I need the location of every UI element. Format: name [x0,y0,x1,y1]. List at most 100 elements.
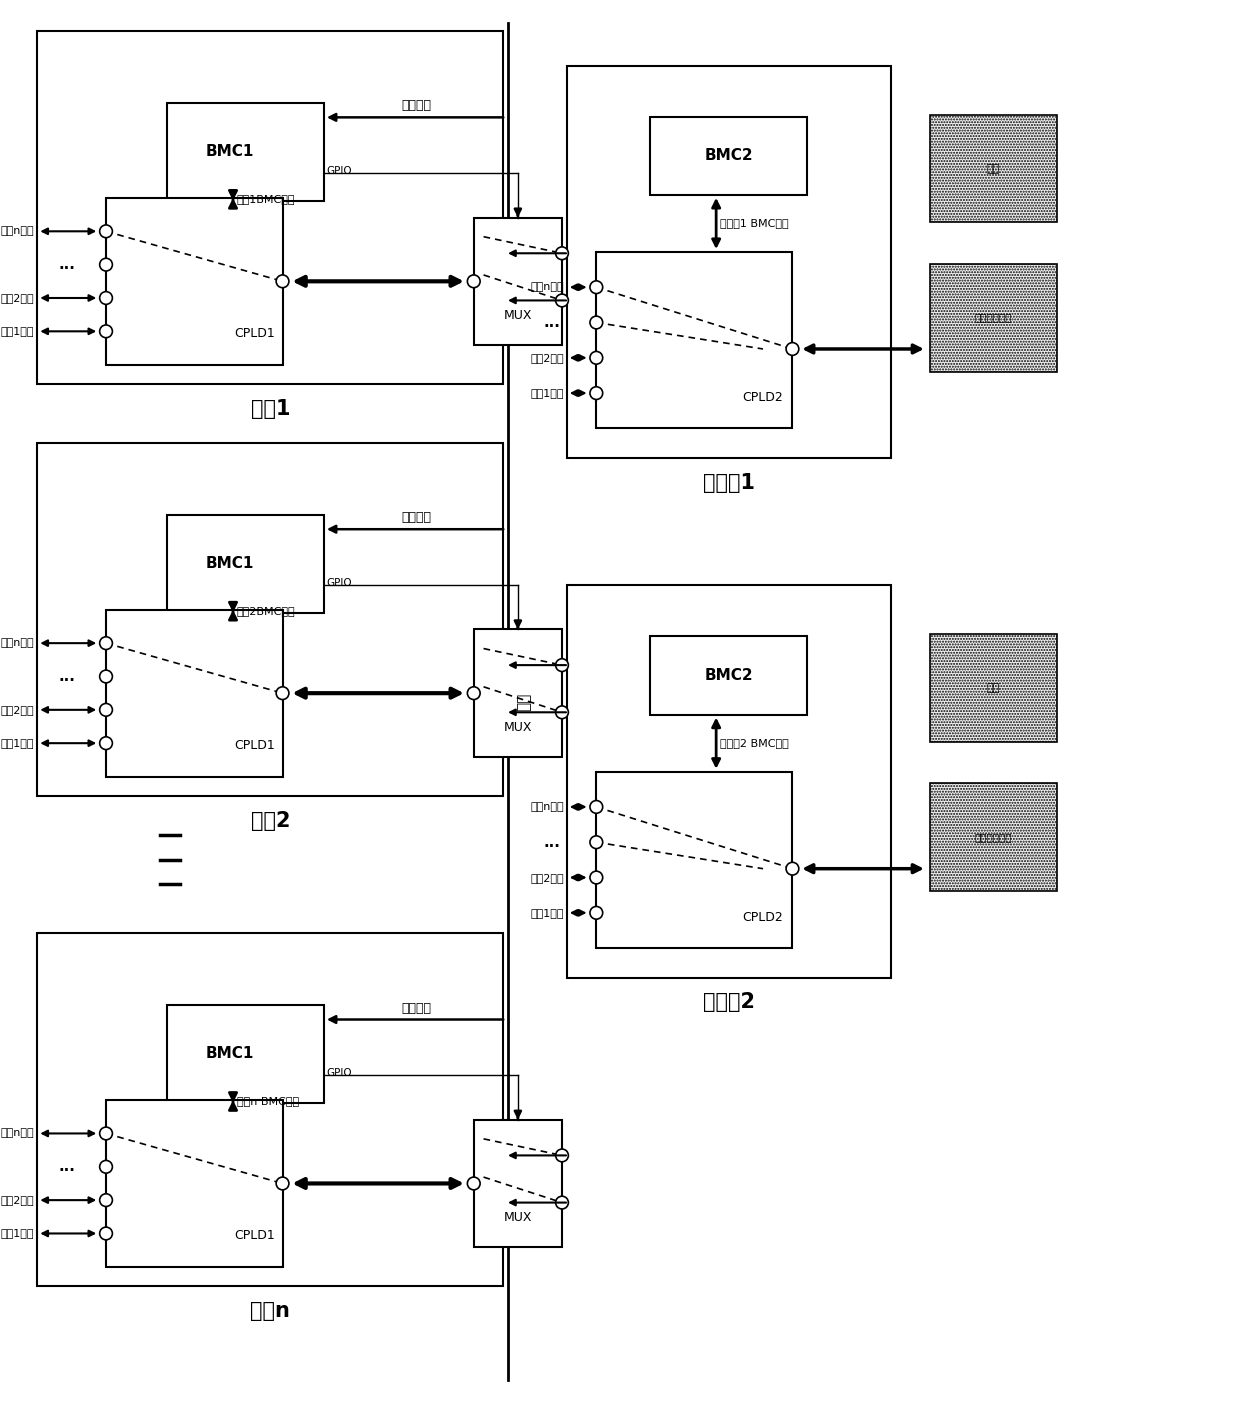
Text: 节点2串口: 节点2串口 [531,352,564,363]
Bar [930,634,1058,742]
Text: BMC1: BMC1 [206,556,254,571]
Bar [596,253,792,428]
Bar [474,217,562,345]
Bar [37,443,503,796]
Bar [37,31,503,384]
Bar [107,198,283,365]
Circle shape [99,292,113,304]
Bar [596,772,792,948]
Text: CPLD1: CPLD1 [234,327,275,340]
Text: 网口: 网口 [987,164,1001,174]
Text: ...: ... [544,835,560,850]
Text: 节点n BMC串口: 节点n BMC串口 [237,1097,299,1107]
Circle shape [556,247,568,260]
Bar [650,637,807,714]
Bar [107,610,283,776]
Bar [167,102,324,201]
Text: 节点1: 节点1 [250,398,290,419]
Text: 网口: 网口 [987,683,1001,693]
Text: 设备n串口: 设备n串口 [1,1128,35,1138]
Text: 串口外部接口: 串口外部接口 [975,313,1012,323]
Text: BMC2: BMC2 [704,149,753,163]
Text: 节点1串口: 节点1串口 [531,389,564,398]
Circle shape [467,1177,480,1190]
Text: 设备1串口: 设备1串口 [1,1229,35,1239]
Text: 网络通道: 网络通道 [401,100,432,112]
Bar [107,1100,283,1267]
Text: GPIO: GPIO [326,1069,352,1079]
Text: ...: ... [58,1159,76,1174]
Circle shape [99,703,113,716]
Bar [567,585,890,978]
Circle shape [786,863,799,875]
Text: 设备2串口: 设备2串口 [1,1195,35,1205]
Circle shape [590,387,603,400]
Text: 设备n串口: 设备n串口 [1,638,35,648]
Bar [474,1120,562,1247]
Circle shape [99,1228,113,1240]
Circle shape [99,737,113,749]
Circle shape [99,1160,113,1173]
Circle shape [590,906,603,919]
Circle shape [99,1127,113,1139]
Circle shape [467,687,480,700]
Text: 管理板1 BMC串口: 管理板1 BMC串口 [720,219,789,229]
Text: 管理板2: 管理板2 [703,992,755,1012]
Text: CPLD2: CPLD2 [742,911,782,923]
Circle shape [277,1177,289,1190]
Circle shape [99,224,113,237]
Text: MUX: MUX [503,721,532,734]
Circle shape [590,836,603,849]
Text: 网络通道: 网络通道 [401,1002,432,1014]
Text: BMC1: BMC1 [206,1047,254,1061]
Circle shape [556,706,568,718]
Text: 设备1串口: 设备1串口 [1,738,35,748]
Text: MUX: MUX [503,309,532,323]
Circle shape [590,281,603,293]
Text: ...: ... [58,257,76,272]
Text: CPLD2: CPLD2 [742,391,782,404]
Bar [167,515,324,613]
Text: 节点2: 节点2 [250,811,290,831]
Bar [930,115,1058,223]
Text: 管理板2 BMC串口: 管理板2 BMC串口 [720,738,789,748]
Circle shape [556,659,568,672]
Text: 节点2BMC串口: 节点2BMC串口 [237,606,295,616]
Circle shape [99,637,113,650]
Text: 设备2串口: 设备2串口 [1,704,35,716]
Text: CPLD1: CPLD1 [234,1229,275,1242]
Text: 节点1BMC串口: 节点1BMC串口 [237,195,295,205]
Text: 管理板1: 管理板1 [703,473,755,492]
Text: 节点n: 节点n [250,1301,290,1322]
Text: MUX: MUX [503,1211,532,1225]
Bar [37,933,503,1287]
Text: 设备n串口: 设备n串口 [1,226,35,236]
Text: BMC2: BMC2 [704,668,753,683]
Text: BMC1: BMC1 [206,145,254,159]
Circle shape [99,671,113,683]
Circle shape [786,342,799,355]
Text: ...: ... [544,316,560,330]
Text: 背板: 背板 [516,692,531,711]
Circle shape [99,258,113,271]
Circle shape [99,1194,113,1207]
Circle shape [590,316,603,328]
Bar [567,66,890,457]
Text: GPIO: GPIO [326,578,352,588]
Circle shape [277,687,289,700]
Circle shape [556,1197,568,1209]
Text: ...: ... [58,669,76,685]
Circle shape [590,801,603,814]
Text: 节点1串口: 节点1串口 [531,908,564,918]
Text: 节点n串口: 节点n串口 [531,803,564,812]
Circle shape [590,871,603,884]
Circle shape [556,1149,568,1162]
Bar [474,630,562,756]
Circle shape [467,275,480,288]
Text: 节点n串口: 节点n串口 [531,282,564,292]
Bar [930,264,1058,372]
Text: 串口外部接口: 串口外部接口 [975,832,1012,842]
Text: 网络通道: 网络通道 [401,511,432,525]
Bar [650,116,807,195]
Bar [167,1005,324,1103]
